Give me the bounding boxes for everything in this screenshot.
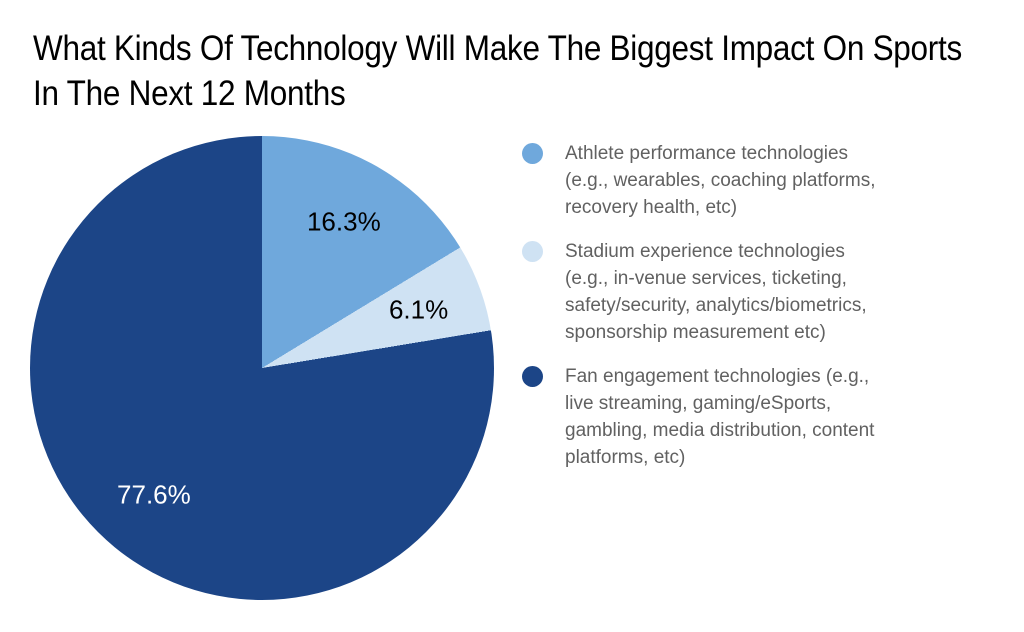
slice-label: 6.1% — [388, 294, 449, 325]
chart-title: What Kinds Of Technology Will Make The B… — [33, 29, 962, 113]
legend-label: Fan engagement technologies (e.g., live … — [565, 363, 874, 471]
legend-label-line: (e.g., in-venue services, ticketing, — [565, 268, 847, 289]
legend-label: Stadium experience technologies (e.g., i… — [565, 238, 867, 346]
legend-marker-icon — [522, 241, 543, 262]
legend-marker-icon — [522, 143, 543, 164]
legend-entry-stadium-experience: Stadium experience technologies (e.g., i… — [522, 238, 876, 346]
slice-label: 16.3% — [306, 206, 381, 237]
legend-label-line: safety/security, analytics/biometrics, — [565, 295, 867, 316]
legend-entry-fan-engagement: Fan engagement technologies (e.g., live … — [522, 363, 876, 471]
legend-label-line: Athlete performance technologies — [565, 143, 849, 164]
legend-label-line: sponsorship measurement etc) — [565, 322, 826, 343]
slice-label: 77.6% — [117, 479, 191, 510]
legend: Athlete performance technologies (e.g., … — [522, 140, 876, 471]
legend-label-line: Stadium experience technologies — [565, 241, 845, 262]
legend-entry-athlete-performance: Athlete performance technologies (e.g., … — [522, 140, 876, 221]
legend-label-line: platforms, etc) — [565, 447, 686, 468]
legend-label: Athlete performance technologies (e.g., … — [565, 140, 876, 221]
legend-label-line: gambling, media distribution, content — [565, 420, 875, 441]
legend-label-line: Fan engagement technologies (e.g., — [565, 366, 870, 387]
pie-chart: 16.3% 6.1% 77.6% — [30, 136, 494, 600]
legend-label-line: live streaming, gaming/eSports, — [565, 393, 832, 414]
legend-label-line: (e.g., wearables, coaching platforms, — [565, 170, 876, 191]
legend-marker-icon — [522, 366, 543, 387]
legend-label-line: recovery health, etc) — [565, 197, 738, 218]
